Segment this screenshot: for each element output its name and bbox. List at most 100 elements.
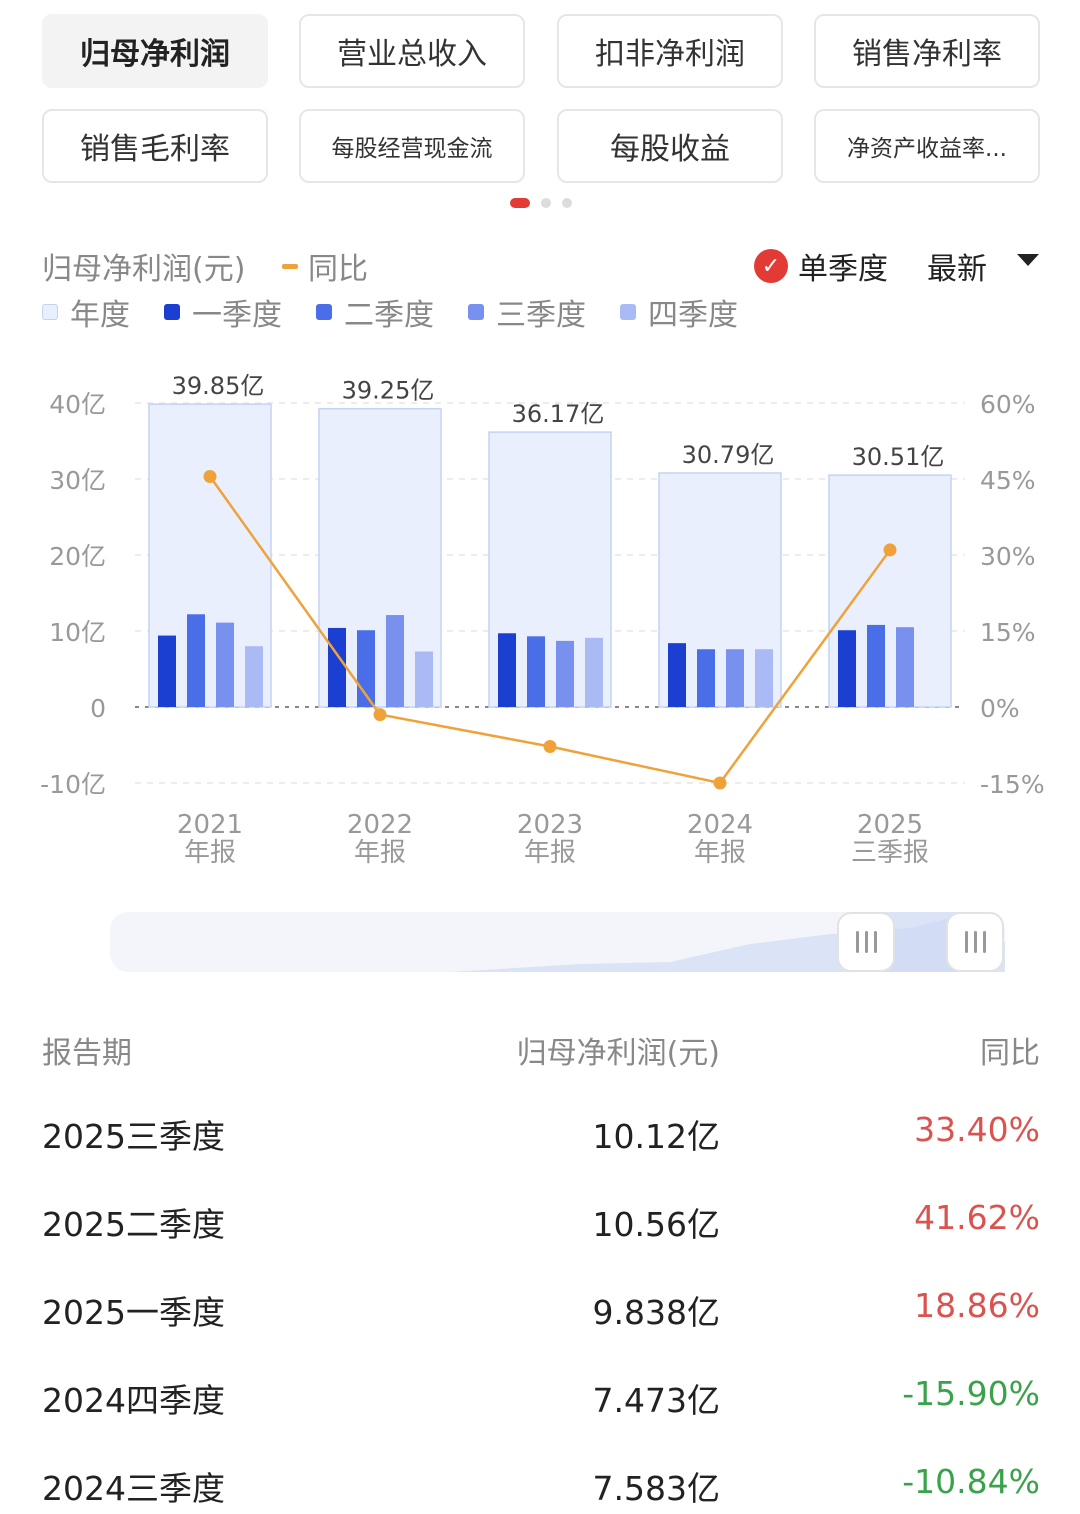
y-right-tick-label: 60% bbox=[980, 390, 1036, 419]
legend-label: 二季度 bbox=[344, 298, 434, 333]
range-slider[interactable] bbox=[110, 912, 1005, 972]
table-row[interactable]: 2024三季度 7.583亿 -10.84% bbox=[42, 1442, 1040, 1514]
row-yoy: 41.62% bbox=[914, 1198, 1040, 1237]
row-yoy: 18.86% bbox=[914, 1286, 1040, 1325]
yoy-point bbox=[373, 708, 387, 722]
x-tick-label: 三季报 bbox=[851, 838, 929, 868]
header-period: 报告期 bbox=[42, 1036, 132, 1071]
legend-swatch bbox=[468, 304, 484, 320]
tab-eps[interactable]: 每股收益 bbox=[557, 109, 783, 183]
y-right-tick-label: 15% bbox=[980, 618, 1036, 647]
quarter-bar bbox=[216, 622, 234, 707]
tab-deducted-net-profit[interactable]: 扣非净利润 bbox=[557, 14, 783, 88]
single-quarter-toggle[interactable]: ✓ 单季度 bbox=[754, 244, 888, 288]
quarter-bar bbox=[668, 643, 686, 707]
pager-dot-active[interactable] bbox=[510, 198, 530, 208]
yoy-point bbox=[543, 740, 557, 754]
row-value: 7.473亿 bbox=[592, 1381, 720, 1420]
range-handle-right[interactable] bbox=[946, 912, 1004, 972]
grip-line bbox=[873, 931, 877, 953]
yoy-legend-label: 同比 bbox=[308, 252, 368, 287]
series-title: 归母净利润(元) bbox=[42, 252, 246, 287]
annual-data-label: 30.79亿 bbox=[682, 441, 775, 469]
x-tick-label: 年报 bbox=[524, 838, 576, 868]
yoy-point bbox=[713, 776, 727, 790]
table-row[interactable]: 2024四季度 7.473亿 -15.90% bbox=[42, 1354, 1040, 1442]
annual-data-label: 39.85亿 bbox=[172, 372, 265, 400]
row-period: 2025二季度 bbox=[42, 1205, 225, 1244]
row-value: 10.12亿 bbox=[592, 1117, 720, 1156]
row-period: 2025一季度 bbox=[42, 1293, 225, 1332]
row-period: 2024四季度 bbox=[42, 1381, 225, 1420]
legend-label: 一季度 bbox=[192, 298, 282, 333]
quarter-bar bbox=[585, 637, 603, 707]
table-row[interactable]: 2025三季度 10.12亿 33.40% bbox=[42, 1090, 1040, 1178]
quarter-bar bbox=[896, 627, 914, 707]
quarter-bar bbox=[245, 646, 263, 707]
yoy-point bbox=[883, 543, 897, 557]
grip-line bbox=[982, 931, 986, 953]
pager-dot[interactable] bbox=[562, 198, 572, 208]
yoy-line-swatch bbox=[282, 263, 298, 269]
legend-q2[interactable]: 二季度 bbox=[316, 290, 434, 334]
quarter-bar bbox=[755, 649, 773, 707]
x-tick-label: 年报 bbox=[184, 838, 236, 868]
legend-label: 三季度 bbox=[496, 298, 586, 333]
legend-q3[interactable]: 三季度 bbox=[468, 290, 586, 334]
quarter-bar bbox=[867, 624, 885, 707]
check-icon: ✓ bbox=[754, 249, 788, 283]
quarter-bar bbox=[697, 649, 715, 707]
x-tick-label: 2024 bbox=[687, 810, 753, 840]
y-left-tick-label: 20亿 bbox=[49, 542, 106, 571]
table-row[interactable]: 2025二季度 10.56亿 41.62% bbox=[42, 1178, 1040, 1266]
y-right-tick-label: 0% bbox=[980, 694, 1020, 723]
tab-net-profit[interactable]: 归母净利润 bbox=[42, 14, 268, 88]
table-row[interactable]: 2025一季度 9.838亿 18.86% bbox=[42, 1266, 1040, 1354]
y-left-tick-label: 0 bbox=[90, 694, 106, 723]
latest-dropdown[interactable]: 最新 bbox=[927, 252, 987, 287]
quarter-bar bbox=[527, 636, 545, 707]
table-header: 报告期 归母净利润(元) 同比 bbox=[42, 1010, 1040, 1090]
grip-line bbox=[973, 931, 977, 953]
pager-dot[interactable] bbox=[541, 198, 551, 208]
legend-q1[interactable]: 一季度 bbox=[164, 290, 282, 334]
row-value: 10.56亿 bbox=[592, 1205, 720, 1244]
yoy-point bbox=[203, 469, 217, 483]
legend-q4[interactable]: 四季度 bbox=[620, 290, 738, 334]
caret-down-icon[interactable] bbox=[1017, 254, 1039, 266]
range-handle-left[interactable] bbox=[837, 912, 895, 972]
y-right-tick-label: -15% bbox=[980, 770, 1045, 799]
row-value: 7.583亿 bbox=[592, 1469, 720, 1508]
chart-header: 归母净利润(元) 同比 ✓ 单季度 最新 bbox=[42, 240, 1040, 288]
y-right-tick-label: 45% bbox=[980, 466, 1036, 495]
quarter-bar bbox=[415, 651, 433, 707]
quarter-bar bbox=[158, 635, 176, 707]
quarter-bar bbox=[838, 630, 856, 707]
row-value: 9.838亿 bbox=[592, 1293, 720, 1332]
single-quarter-label: 单季度 bbox=[798, 252, 888, 287]
legend-swatch bbox=[42, 304, 58, 320]
tab-total-revenue[interactable]: 营业总收入 bbox=[299, 14, 525, 88]
grip-line bbox=[864, 931, 868, 953]
annual-data-label: 36.17亿 bbox=[512, 400, 605, 428]
legend-label: 四季度 bbox=[648, 298, 738, 333]
row-period: 2024三季度 bbox=[42, 1469, 225, 1508]
header-yoy: 同比 bbox=[980, 1036, 1040, 1071]
grip-line bbox=[855, 931, 859, 953]
quarter-bar bbox=[498, 633, 516, 707]
tab-roe[interactable]: 净资产收益率... bbox=[814, 109, 1040, 183]
quarter-bar bbox=[556, 640, 574, 707]
tab-gross-margin[interactable]: 销售毛利率 bbox=[42, 109, 268, 183]
y-left-tick-label: 40亿 bbox=[49, 390, 106, 419]
x-tick-label: 2023 bbox=[517, 810, 583, 840]
x-tick-label: 年报 bbox=[694, 838, 746, 868]
data-table: 报告期 归母净利润(元) 同比 2025三季度 10.12亿 33.40% 20… bbox=[42, 1010, 1040, 1514]
legend-annual[interactable]: 年度 bbox=[42, 290, 130, 334]
quarter-bar bbox=[187, 614, 205, 707]
x-tick-label: 2022 bbox=[347, 810, 413, 840]
annual-data-label: 39.25亿 bbox=[342, 377, 435, 405]
net-profit-chart[interactable]: 40亿 30亿 20亿 10亿 0 -10亿 60% 45% 30% 15% 0% -15% 39.85… bbox=[0, 350, 1080, 880]
y-left-tick-label: 30亿 bbox=[49, 466, 106, 495]
tab-net-margin[interactable]: 销售净利率 bbox=[814, 14, 1040, 88]
tab-operating-cashflow-per-share[interactable]: 每股经营现金流 bbox=[299, 109, 525, 183]
